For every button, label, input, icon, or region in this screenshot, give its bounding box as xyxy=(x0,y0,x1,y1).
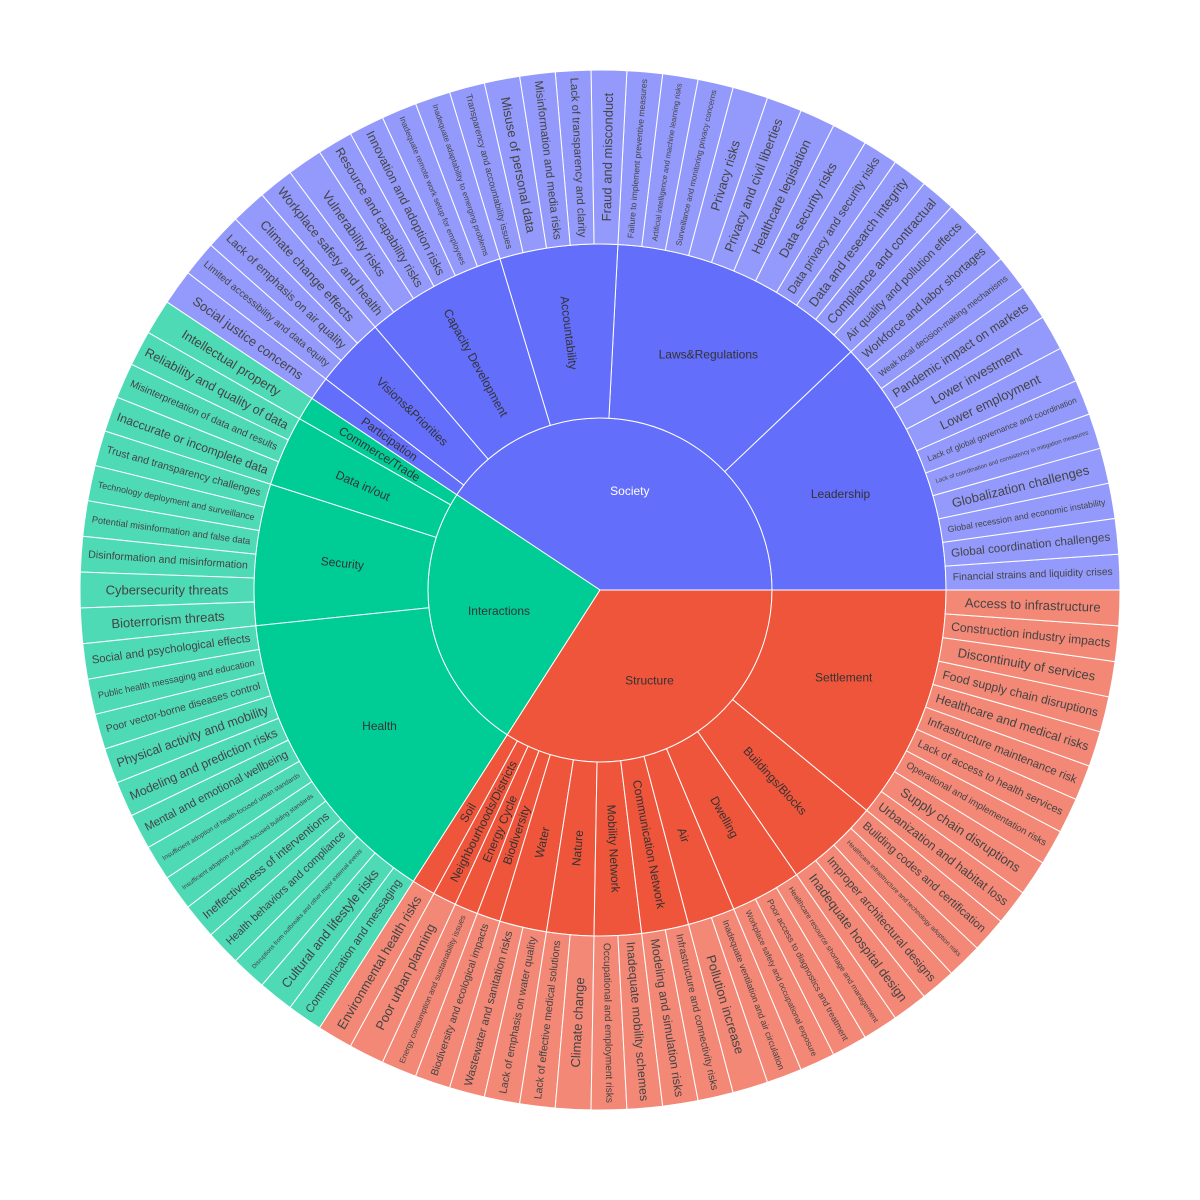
segment-water-wastewater-and-sanitation-risks[interactable] xyxy=(448,920,524,1098)
segment-mobility-network-occupational-and-employment-risks[interactable] xyxy=(590,935,628,1111)
segment-health-physical-activity-and-mobility[interactable] xyxy=(104,695,280,784)
segment-air-pollution-increase[interactable] xyxy=(687,916,769,1094)
segment-communication-network-infrastructure-and-connectivity-risks[interactable] xyxy=(664,923,734,1102)
segment-capacity-development-workplace-safety-and-health[interactable] xyxy=(261,171,395,328)
segment-health-health-behaviors-and-compliance[interactable] xyxy=(210,818,359,962)
segment-dwelling-healthcare-resource-shortage-and-management[interactable] xyxy=(775,874,897,1038)
segment-leadership-pandemic-impact-on-markets[interactable] xyxy=(880,286,1044,410)
segment-participation-social-justice-concerns[interactable] xyxy=(166,272,327,400)
segment-health-communication-and-messaging[interactable] xyxy=(289,867,415,1029)
segment-settlement-food-supply-chain-disruptions[interactable] xyxy=(932,660,1110,733)
segment-laws-regulations-privacy-risks[interactable] xyxy=(687,86,769,264)
segment-security-trust-and-transparency-challenges[interactable] xyxy=(94,430,272,508)
segment-health-insufficient-adoption-of-health-focused-building-standards[interactable] xyxy=(166,780,327,908)
sunburst-segments xyxy=(79,69,1121,1111)
segment-air-inadequate-ventilation-and-air-circulation[interactable] xyxy=(710,908,802,1083)
segment-settlement-lack-of-access-to-health-services[interactable] xyxy=(905,728,1077,833)
segment-capacity-development-inadequate-remote-work-setup-for-employees[interactable] xyxy=(381,103,478,277)
segment-health-modeling-and-prediction-risks[interactable] xyxy=(116,717,289,817)
segment-leadership-workforce-and-labor-shortages[interactable] xyxy=(850,231,1002,371)
segment-security-technology-deployment-and-surveillance[interactable] xyxy=(87,464,265,532)
segment-laws-regulations-air-quality-and-pollution-effects[interactable] xyxy=(833,206,978,353)
segment-visions-priorities-climate-change-effects[interactable] xyxy=(234,194,376,344)
segment-buildings-blocks-inadequate-hospital-design[interactable] xyxy=(795,859,925,1019)
segment-settlement-operational-and-implementation-risks[interactable] xyxy=(893,750,1062,864)
segment-leadership-lack-of-global-governance-and-coordination[interactable] xyxy=(916,380,1090,474)
segment-laws-regulations-data-and-research-integrity[interactable] xyxy=(795,161,925,321)
segment-biodiversity-biodiversity-and-ecological-impacts[interactable] xyxy=(414,912,501,1089)
segment-settlement-urbanization-and-habitat-loss[interactable] xyxy=(866,790,1024,922)
segment-accountability-misuse-of-personal-data[interactable] xyxy=(483,75,548,254)
segment-laws-regulations-compliance-and-contractual[interactable] xyxy=(815,182,953,336)
segment-neighbourhoods-districts-poor-urban-planning[interactable] xyxy=(349,892,456,1063)
segment-health-ineffectiveness-of-interventions[interactable] xyxy=(187,800,342,936)
segment-health-mental-and-emotional-wellbeing[interactable] xyxy=(130,739,301,849)
segment-laws-regulations-data-security-risks[interactable] xyxy=(754,124,866,294)
segment-dwelling-workplace-safety-and-occupational-exposure[interactable] xyxy=(733,898,835,1071)
segment-data-in-out-reliability-and-quality-of-data[interactable] xyxy=(130,331,301,441)
segment-visions-priorities-lack-of-emphasis-on-air-quality[interactable] xyxy=(210,218,359,362)
segment-laws-regulations-artificial-intelligence-and-machine-learning-risks[interactable] xyxy=(641,73,699,251)
segment-leadership-global-coordination-challenges[interactable] xyxy=(942,517,1120,567)
segment-settlement-supply-chain-disruptions[interactable] xyxy=(880,770,1044,894)
segment-buildings-blocks-building-codes-and-certification[interactable] xyxy=(850,809,1002,949)
segment-energy-cycle-energy-consumption-and-sustainability-issues[interactable] xyxy=(381,903,478,1077)
segment-visions-priorities-limited-accessibility-and-data-equity[interactable] xyxy=(187,244,342,380)
segment-leadership-global-recession-and-economic-instability[interactable] xyxy=(938,482,1116,543)
segment-health-disruptions-from-outbreaks-and-other-major-external-events[interactable] xyxy=(234,836,376,986)
segment-laws-regulations-privacy-and-civil-liberties[interactable] xyxy=(710,97,802,272)
segment-nature-lack-of-effective-medical-solutions[interactable] xyxy=(518,931,571,1109)
segment-leadership-globalization-challenges[interactable] xyxy=(932,447,1110,520)
segment-health-insufficient-adoption-of-health-focused-urban-standards[interactable] xyxy=(147,760,313,879)
segment-buildings-blocks-improper-architectural-designs[interactable] xyxy=(815,844,953,998)
segment-settlement-construction-industry-impacts[interactable] xyxy=(942,613,1120,663)
segment-security-cybersecurity-threats[interactable] xyxy=(79,571,255,609)
segment-accountability-transparency-and-accountability-issues[interactable] xyxy=(448,82,524,260)
segment-laws-regulations-surveillance-and-monitoring-privacy-concerns[interactable] xyxy=(664,78,734,257)
segment-health-social-and-psychological-effects[interactable] xyxy=(82,625,260,680)
segment-leadership-lower-investment[interactable] xyxy=(893,316,1062,430)
segment-laws-regulations-healthcare-legislation[interactable] xyxy=(733,109,835,282)
segment-communication-network-modeling-and-simulation-risks[interactable] xyxy=(641,929,699,1107)
segment-nature-climate-change[interactable] xyxy=(554,934,595,1111)
segment-dwelling-poor-access-to-diagnostics-and-treatment[interactable] xyxy=(754,886,866,1056)
segment-leadership-weak-local-decision-making-mechanisms[interactable] xyxy=(866,258,1024,390)
segment-capacity-development-inadequate-adaptability-to-emerging-problems[interactable] xyxy=(414,91,501,268)
segment-health-public-health-messaging-and-education[interactable] xyxy=(87,648,265,716)
segment-leadership-lower-employment[interactable] xyxy=(905,347,1077,452)
segment-settlement-infrastructure-maintenance-risk[interactable] xyxy=(916,706,1090,800)
segment-data-in-out-misinterpretation-of-data-and-results[interactable] xyxy=(116,363,289,463)
segment-buildings-blocks-healthcare-infrastructure-and-technology-adoption-risks[interactable] xyxy=(833,827,978,974)
segment-capacity-development-resource-and-capability-risks[interactable] xyxy=(318,133,435,300)
segment-laws-regulations-data-privacy-and-security-risks[interactable] xyxy=(775,142,897,306)
segment-accountability-fraud-and-misconduct[interactable] xyxy=(590,69,628,245)
segment-health-poor-vector-borne-diseases-control[interactable] xyxy=(94,672,272,750)
segment-capacity-development-innovation-and-adoption-risks[interactable] xyxy=(349,117,456,288)
segment-settlement-discontinuity-of-services[interactable] xyxy=(938,637,1116,698)
segment-soil-environmental-health-risks[interactable] xyxy=(318,880,435,1047)
segment-laws-regulations-failure-to-implement-preventive-measures[interactable] xyxy=(617,70,664,248)
segment-data-in-out-inaccurate-or-incomplete-data[interactable] xyxy=(104,396,280,485)
segment-security-bioterrorism-threats[interactable] xyxy=(79,601,257,645)
segment-commerce-trade-intellectual-property[interactable] xyxy=(147,301,313,420)
segment-security-potential-misinformation-and-false-data[interactable] xyxy=(82,500,260,555)
segment-settlement-access-to-infrastructure[interactable] xyxy=(944,589,1121,627)
segment-mobility-network-inadequate-mobility-schemes[interactable] xyxy=(617,932,664,1110)
segment-settlement-healthcare-and-medical-risks[interactable] xyxy=(924,683,1101,767)
segment-accountability-misinformation-and-media-risks[interactable] xyxy=(518,71,571,249)
segment-water-lack-of-emphasis-on-water-quality[interactable] xyxy=(483,926,548,1105)
segment-capacity-development-vulnerability-risks[interactable] xyxy=(289,151,415,313)
segment-security-disinformation-and-misinformation[interactable] xyxy=(79,535,257,579)
segment-leadership-lack-of-coordination-and-consistency-in-mitigation-measures[interactable] xyxy=(924,413,1101,497)
segment-health-cultural-and-lifestyle-risks[interactable] xyxy=(261,852,395,1009)
segment-accountability-lack-of-transparency-and-clarity[interactable] xyxy=(554,69,595,246)
